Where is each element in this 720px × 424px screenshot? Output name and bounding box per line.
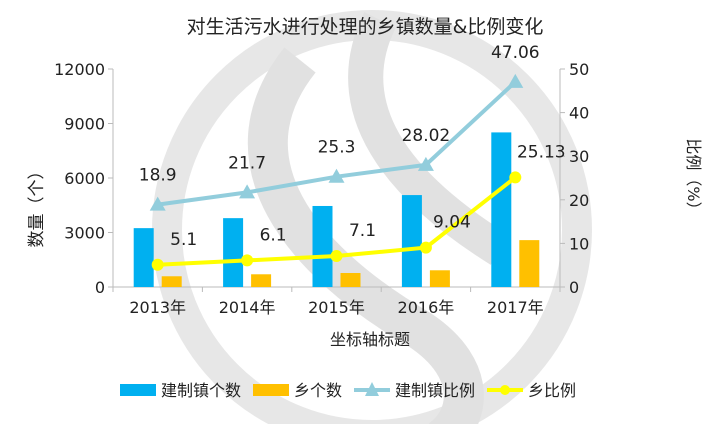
circle-marker xyxy=(330,250,343,263)
legend-swatch xyxy=(253,384,289,396)
legend-triangle-icon xyxy=(365,382,379,396)
triangle-marker xyxy=(417,156,434,171)
x-tick-label: 2017年 xyxy=(487,298,544,317)
y2-axis-title: 比例（%） xyxy=(684,138,703,217)
y2-tick-label: 20 xyxy=(569,191,589,210)
chart-title: 对生活污水进行处理的乡镇数量&比例变化 xyxy=(187,16,544,38)
x-tick-label: 2016年 xyxy=(398,298,455,317)
y-tick-label: 9000 xyxy=(64,115,105,134)
y-tick-label: 0 xyxy=(95,278,105,297)
legend-label: 建制镇比例 xyxy=(395,381,475,400)
data-label: 18.9 xyxy=(139,166,177,186)
bar-zhen-0 xyxy=(133,228,154,287)
x-tick-label: 2014年 xyxy=(219,298,276,317)
bar-xiang-4 xyxy=(519,240,540,287)
bar-xiang-0 xyxy=(161,276,182,287)
data-label: 25.3 xyxy=(318,138,356,158)
legend-swatch xyxy=(120,384,156,396)
legend-circle-icon xyxy=(500,385,510,395)
data-label: 47.06 xyxy=(491,43,540,63)
triangle-marker xyxy=(149,196,166,211)
data-label: 5.1 xyxy=(170,230,197,250)
triangle-marker xyxy=(328,168,345,183)
data-label: 9.04 xyxy=(433,213,471,233)
bar-zhen-3 xyxy=(401,195,422,287)
circle-marker xyxy=(151,258,164,271)
data-label: 25.13 xyxy=(517,142,566,162)
triangle-marker xyxy=(239,184,256,199)
data-label: 7.1 xyxy=(349,221,376,241)
legend-label: 乡个数 xyxy=(294,381,342,400)
bar-zhen-2 xyxy=(312,205,333,287)
x-tick-label: 2015年 xyxy=(308,298,365,317)
y-tick-label: 6000 xyxy=(64,169,105,188)
watermark-logo xyxy=(152,10,592,424)
bar-xiang-2 xyxy=(340,273,361,287)
data-label: 6.1 xyxy=(260,225,287,245)
bar-xiang-1 xyxy=(251,274,272,287)
data-label: 21.7 xyxy=(228,153,266,173)
y2-tick-label: 40 xyxy=(569,104,589,123)
legend-label: 建制镇个数 xyxy=(161,381,241,400)
x-axis-title: 坐标轴标题 xyxy=(330,330,410,349)
bar-xiang-3 xyxy=(429,270,450,287)
triangle-marker xyxy=(507,73,524,88)
y-tick-label: 12000 xyxy=(54,60,105,79)
y-axis-title: 数量（个） xyxy=(27,163,47,248)
legend-label: 乡比例 xyxy=(528,381,576,400)
y2-tick-label: 0 xyxy=(569,278,579,297)
y2-tick-label: 10 xyxy=(569,234,589,253)
y2-tick-label: 50 xyxy=(569,60,589,79)
x-tick-label: 2013年 xyxy=(129,298,186,317)
bar-zhen-4 xyxy=(491,132,512,287)
y-tick-label: 3000 xyxy=(64,224,105,243)
circle-marker xyxy=(241,254,254,267)
bar-zhen-1 xyxy=(223,218,244,287)
data-label: 28.02 xyxy=(402,126,451,146)
circle-marker xyxy=(509,171,522,184)
circle-marker xyxy=(419,241,432,254)
y2-tick-label: 30 xyxy=(569,147,589,166)
